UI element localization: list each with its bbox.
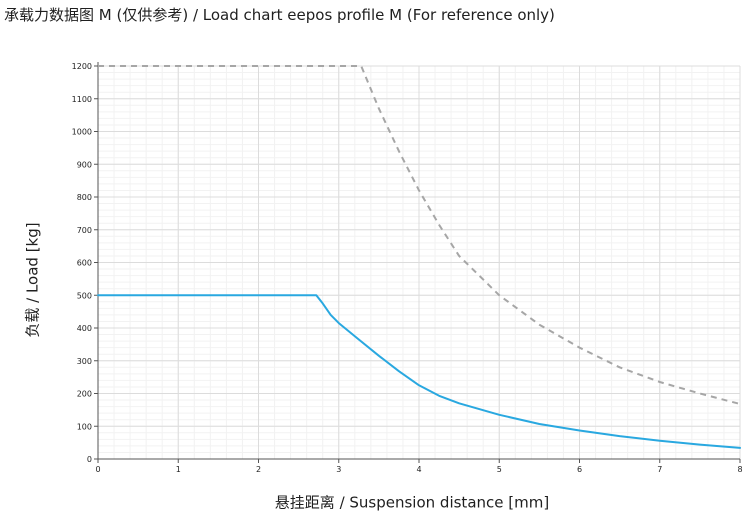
y-tick-label: 700 <box>77 226 92 235</box>
series-line-solid <box>97 294 741 449</box>
y-tick-label: 1200 <box>72 62 92 71</box>
x-axis-title: 悬挂距离 / Suspension distance [mm] <box>274 493 550 512</box>
x-tick-label: 2 <box>256 465 261 474</box>
y-tick-label: 900 <box>77 160 92 169</box>
y-tick-label: 300 <box>77 357 92 366</box>
y-tick-label: 0 <box>87 455 92 464</box>
x-tick-label: 8 <box>737 465 742 474</box>
x-tick-label: 1 <box>176 465 181 474</box>
y-tick-label: 500 <box>77 291 92 300</box>
x-tick-label: 5 <box>497 465 502 474</box>
x-tick-label: 7 <box>657 465 662 474</box>
tick-labels: 0 1 2 3 4 5 6 7 8 0 100 200 300 400 500 600 700 800 900 100… <box>72 62 743 474</box>
y-tick-label: 100 <box>77 422 92 431</box>
axes <box>94 62 741 463</box>
series-layer <box>97 65 741 449</box>
chart-title: 承载力数据图 M (仅供参考) / Load chart eepos profi… <box>4 6 555 24</box>
y-tick-label: 400 <box>77 324 92 333</box>
y-tick-label: 600 <box>77 259 92 268</box>
y-tick-label: 200 <box>77 390 92 399</box>
y-tick-label: 1100 <box>72 95 92 104</box>
x-tick-label: 4 <box>416 465 421 474</box>
x-tick-label: 3 <box>336 465 341 474</box>
series-line-dashed <box>98 65 741 405</box>
x-tick-label: 6 <box>577 465 582 474</box>
y-tick-label: 1000 <box>72 128 92 137</box>
x-tick-label: 0 <box>95 465 100 474</box>
y-tick-label: 800 <box>77 193 92 202</box>
